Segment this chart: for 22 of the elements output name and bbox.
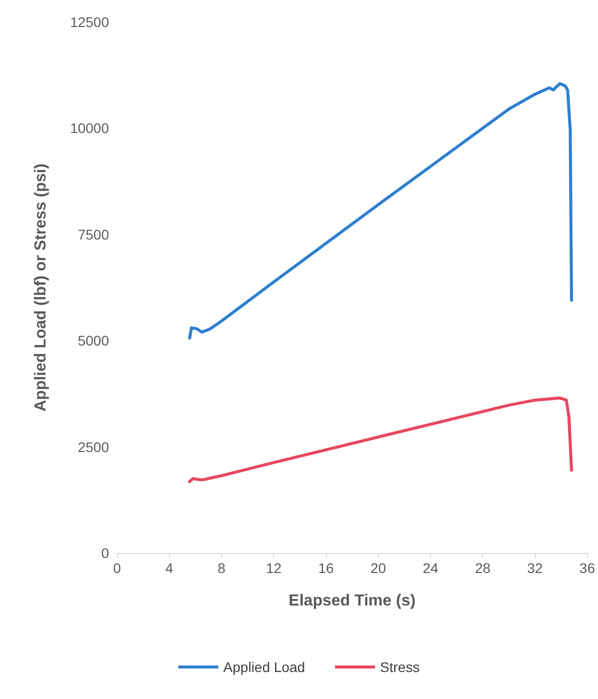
- line-series: [188, 82, 574, 340]
- x-tick-label: 20: [370, 560, 386, 576]
- x-tick-label: 8: [218, 560, 226, 576]
- x-axis-title: Elapsed Time (s): [288, 592, 416, 610]
- y-axis-title: Applied Load (lbf) or Stress (psi): [32, 163, 50, 412]
- x-tick-label: 4: [165, 560, 174, 576]
- x-tick-label: 0: [113, 560, 122, 576]
- x-tick-label: 16: [318, 560, 334, 576]
- y-tick-label: 0: [101, 545, 110, 561]
- y-tick-label: 10000: [70, 120, 110, 136]
- y-tick-label: 12500: [70, 14, 110, 30]
- legend-label: Applied Load: [223, 659, 306, 675]
- legend-label: Stress: [380, 659, 420, 675]
- x-tick-label: 12: [266, 560, 282, 576]
- x-tick-label: 24: [422, 560, 438, 576]
- line-series: [188, 396, 574, 484]
- x-tick-label: 36: [579, 560, 596, 576]
- y-tick-label: 7500: [78, 226, 110, 242]
- y-tick-label: 2500: [78, 438, 110, 455]
- x-tick-label: 28: [474, 560, 491, 576]
- y-tick-label: 5000: [78, 332, 110, 349]
- x-tick-label: 32: [527, 560, 543, 576]
